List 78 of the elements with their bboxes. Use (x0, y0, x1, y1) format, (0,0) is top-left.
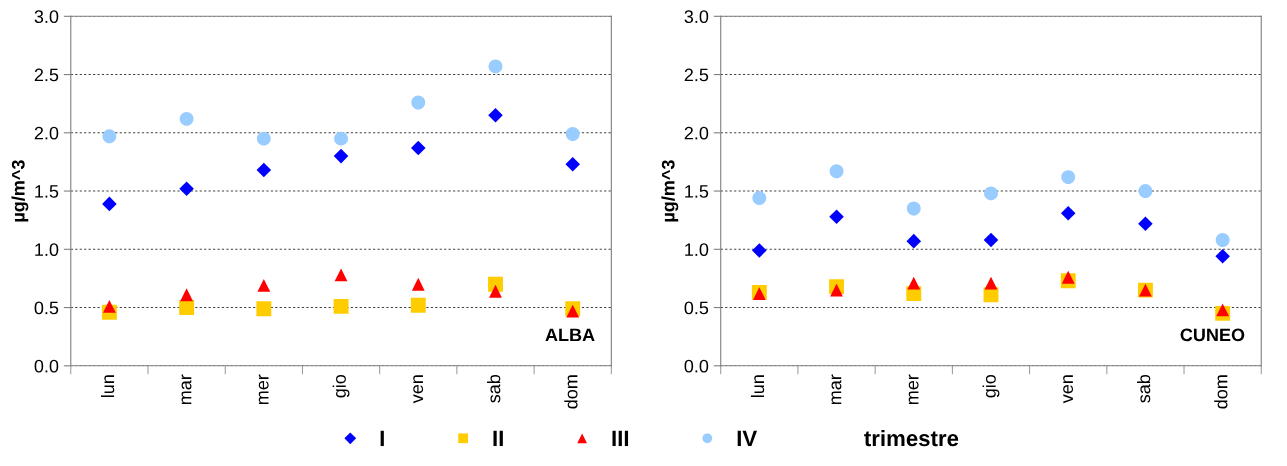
point (1216, 303, 1230, 317)
point (488, 108, 503, 123)
point (257, 279, 271, 292)
point (180, 288, 194, 302)
x-tick-label: lun (100, 375, 115, 398)
point (410, 297, 426, 313)
point (906, 233, 922, 249)
point (907, 276, 921, 290)
point (984, 186, 998, 201)
y-tick-label: 0.5 (34, 301, 59, 315)
point (565, 127, 580, 141)
annotation: ALBA (545, 328, 595, 342)
point (1215, 233, 1230, 247)
point (829, 209, 844, 224)
x-tick-label: mar (831, 374, 842, 405)
x-tick-label: sab (487, 374, 501, 403)
point (906, 201, 921, 216)
legend-label: II (493, 430, 503, 447)
point (1060, 205, 1076, 221)
point (256, 162, 272, 178)
y-tick-label: 0.0 (684, 359, 709, 373)
y-axis-title: µg/m^3 (11, 160, 29, 222)
legend-label: IV (737, 430, 758, 447)
point (410, 140, 426, 156)
point (334, 131, 348, 146)
point (752, 191, 767, 205)
x-tick-label: mer (258, 374, 269, 405)
point (829, 164, 844, 179)
point (1061, 270, 1075, 284)
x-tick-label: sab (1137, 374, 1151, 403)
y-tick-label: 2.0 (34, 126, 59, 140)
y-tick-label: 2.5 (34, 68, 59, 82)
x-tick-label: dom (564, 375, 578, 409)
point (179, 111, 194, 126)
x-tick-label: mar (181, 374, 192, 405)
annotation: CUNEO (1180, 328, 1245, 342)
y-tick-label: 0.5 (684, 301, 709, 315)
point (256, 301, 272, 317)
point (179, 300, 195, 316)
point (1215, 249, 1230, 264)
y-axis-title: µg/m^3 (661, 160, 679, 222)
y-tick-label: 3.0 (34, 10, 59, 24)
legend-label: III (612, 430, 629, 447)
point (256, 131, 271, 146)
point (334, 268, 348, 282)
point (102, 299, 116, 313)
point (102, 196, 117, 212)
point (411, 95, 426, 110)
legend-title: trimestre (864, 429, 959, 447)
point (333, 148, 349, 164)
point (488, 59, 503, 74)
y-tick-label: 3.0 (684, 10, 709, 24)
x-tick-label: lun (750, 375, 765, 398)
point (983, 232, 999, 248)
point (333, 298, 349, 314)
y-tick-label: 1.5 (685, 185, 709, 198)
point (565, 156, 580, 172)
point (102, 129, 117, 144)
legend-label: I (380, 430, 384, 447)
y-tick-label: 0.0 (34, 359, 59, 373)
x-tick-label: ven (413, 375, 424, 404)
x-tick-label: ven (1063, 375, 1074, 404)
x-tick-label: mer (908, 374, 919, 405)
x-tick-label: gio (982, 374, 1000, 398)
x-tick-label: gio (332, 374, 350, 398)
point (489, 284, 502, 298)
x-tick-label: dom (1214, 375, 1228, 409)
point (179, 181, 194, 197)
y-tick-label: 1.5 (35, 185, 59, 198)
y-tick-label: 2.5 (684, 68, 709, 82)
y-tick-label: 1.0 (685, 243, 709, 257)
point (752, 243, 767, 258)
point (1061, 170, 1076, 185)
point (1138, 216, 1153, 231)
point (411, 277, 425, 291)
point (1138, 184, 1153, 198)
y-tick-label: 2.0 (684, 126, 709, 140)
y-tick-label: 1.0 (35, 243, 59, 257)
